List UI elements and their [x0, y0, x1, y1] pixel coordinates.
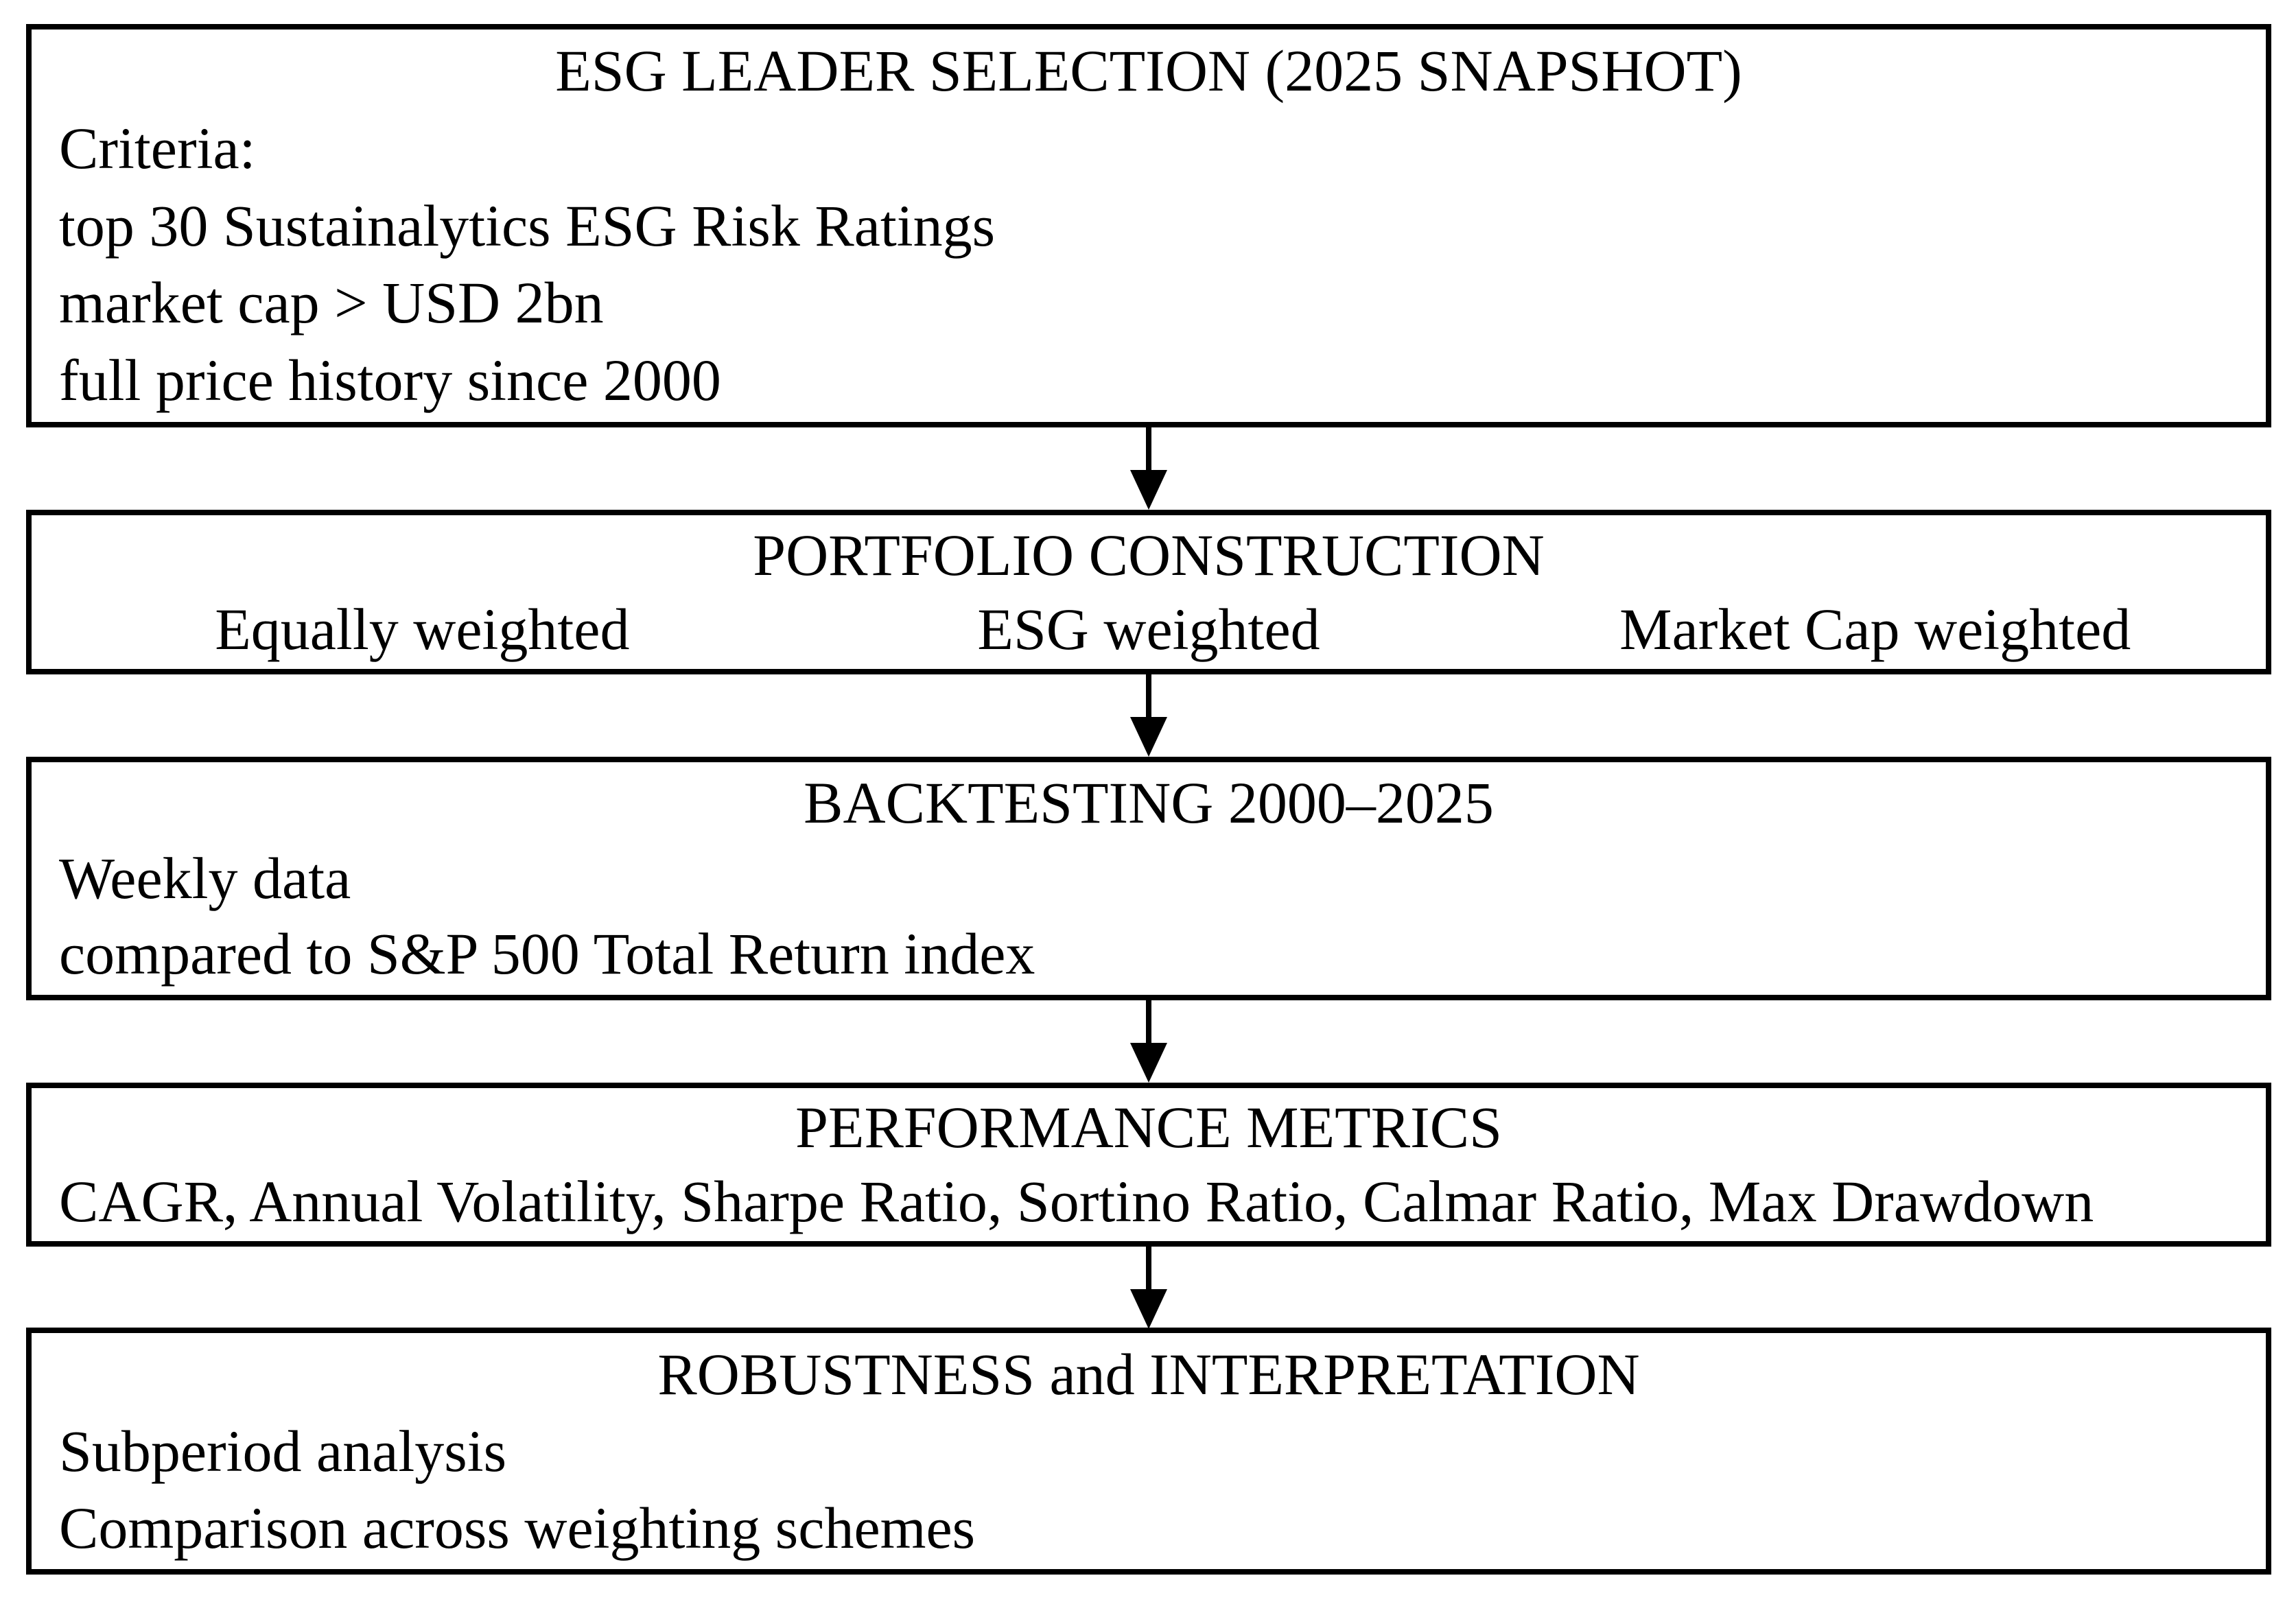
weighting-scheme-label: Equally weighted [215, 596, 630, 662]
box-line: top 30 Sustainalytics ESG Risk Ratings [59, 192, 996, 259]
box-line: Criteria: [59, 115, 256, 181]
arrow-stem [1146, 427, 1151, 470]
box-line: Comparison across weighting schemes [59, 1494, 976, 1561]
arrow-head-icon [1130, 717, 1167, 757]
box-title: PORTFOLIO CONSTRUCTION [753, 521, 1545, 588]
down-arrow [1130, 1000, 1167, 1083]
weighting-scheme-label: ESG weighted [977, 596, 1320, 662]
down-arrow [1130, 674, 1167, 757]
box-line: Weekly data [59, 845, 351, 912]
arrow-stem [1146, 1000, 1151, 1043]
weighting-scheme-label: Market Cap weighted [1619, 596, 2131, 662]
down-arrow [1130, 427, 1167, 510]
box-title: BACKTESTING 2000–2025 [804, 769, 1494, 836]
flow-box-robustness-interpretation: ROBUSTNESS and INTERPRETATION Subperiod … [26, 1328, 2271, 1575]
box-title: PERFORMANCE METRICS [795, 1094, 1502, 1161]
box-line: full price history since 2000 [59, 347, 721, 414]
flow-box-portfolio-construction: PORTFOLIO CONSTRUCTION Equally weighted … [26, 510, 2271, 674]
arrow-head-icon [1130, 1289, 1167, 1329]
box-line: Subperiod analysis [59, 1417, 507, 1484]
flow-box-esg-leader-selection: ESG LEADER SELECTION (2025 SNAPSHOT) Cri… [26, 24, 2271, 427]
box-title: ROBUSTNESS and INTERPRETATION [657, 1341, 1640, 1407]
arrow-head-icon [1130, 1043, 1167, 1083]
box-line: compared to S&P 500 Total Return index [59, 921, 1035, 987]
weighting-scheme-row: Equally weighted ESG weighted Market Cap… [59, 596, 2238, 663]
down-arrow [1130, 1247, 1167, 1329]
box-line: CAGR, Annual Volatility, Sharpe Ratio, S… [59, 1168, 2094, 1234]
arrow-stem [1146, 1247, 1151, 1289]
flow-box-performance-metrics: PERFORMANCE METRICS CAGR, Annual Volatil… [26, 1083, 2271, 1247]
arrow-stem [1146, 674, 1151, 717]
flow-box-backtesting: BACKTESTING 2000–2025 Weekly data compar… [26, 757, 2271, 1000]
arrow-head-icon [1130, 470, 1167, 510]
box-title: ESG LEADER SELECTION (2025 SNAPSHOT) [555, 37, 1742, 104]
box-line: market cap > USD 2bn [59, 270, 604, 336]
